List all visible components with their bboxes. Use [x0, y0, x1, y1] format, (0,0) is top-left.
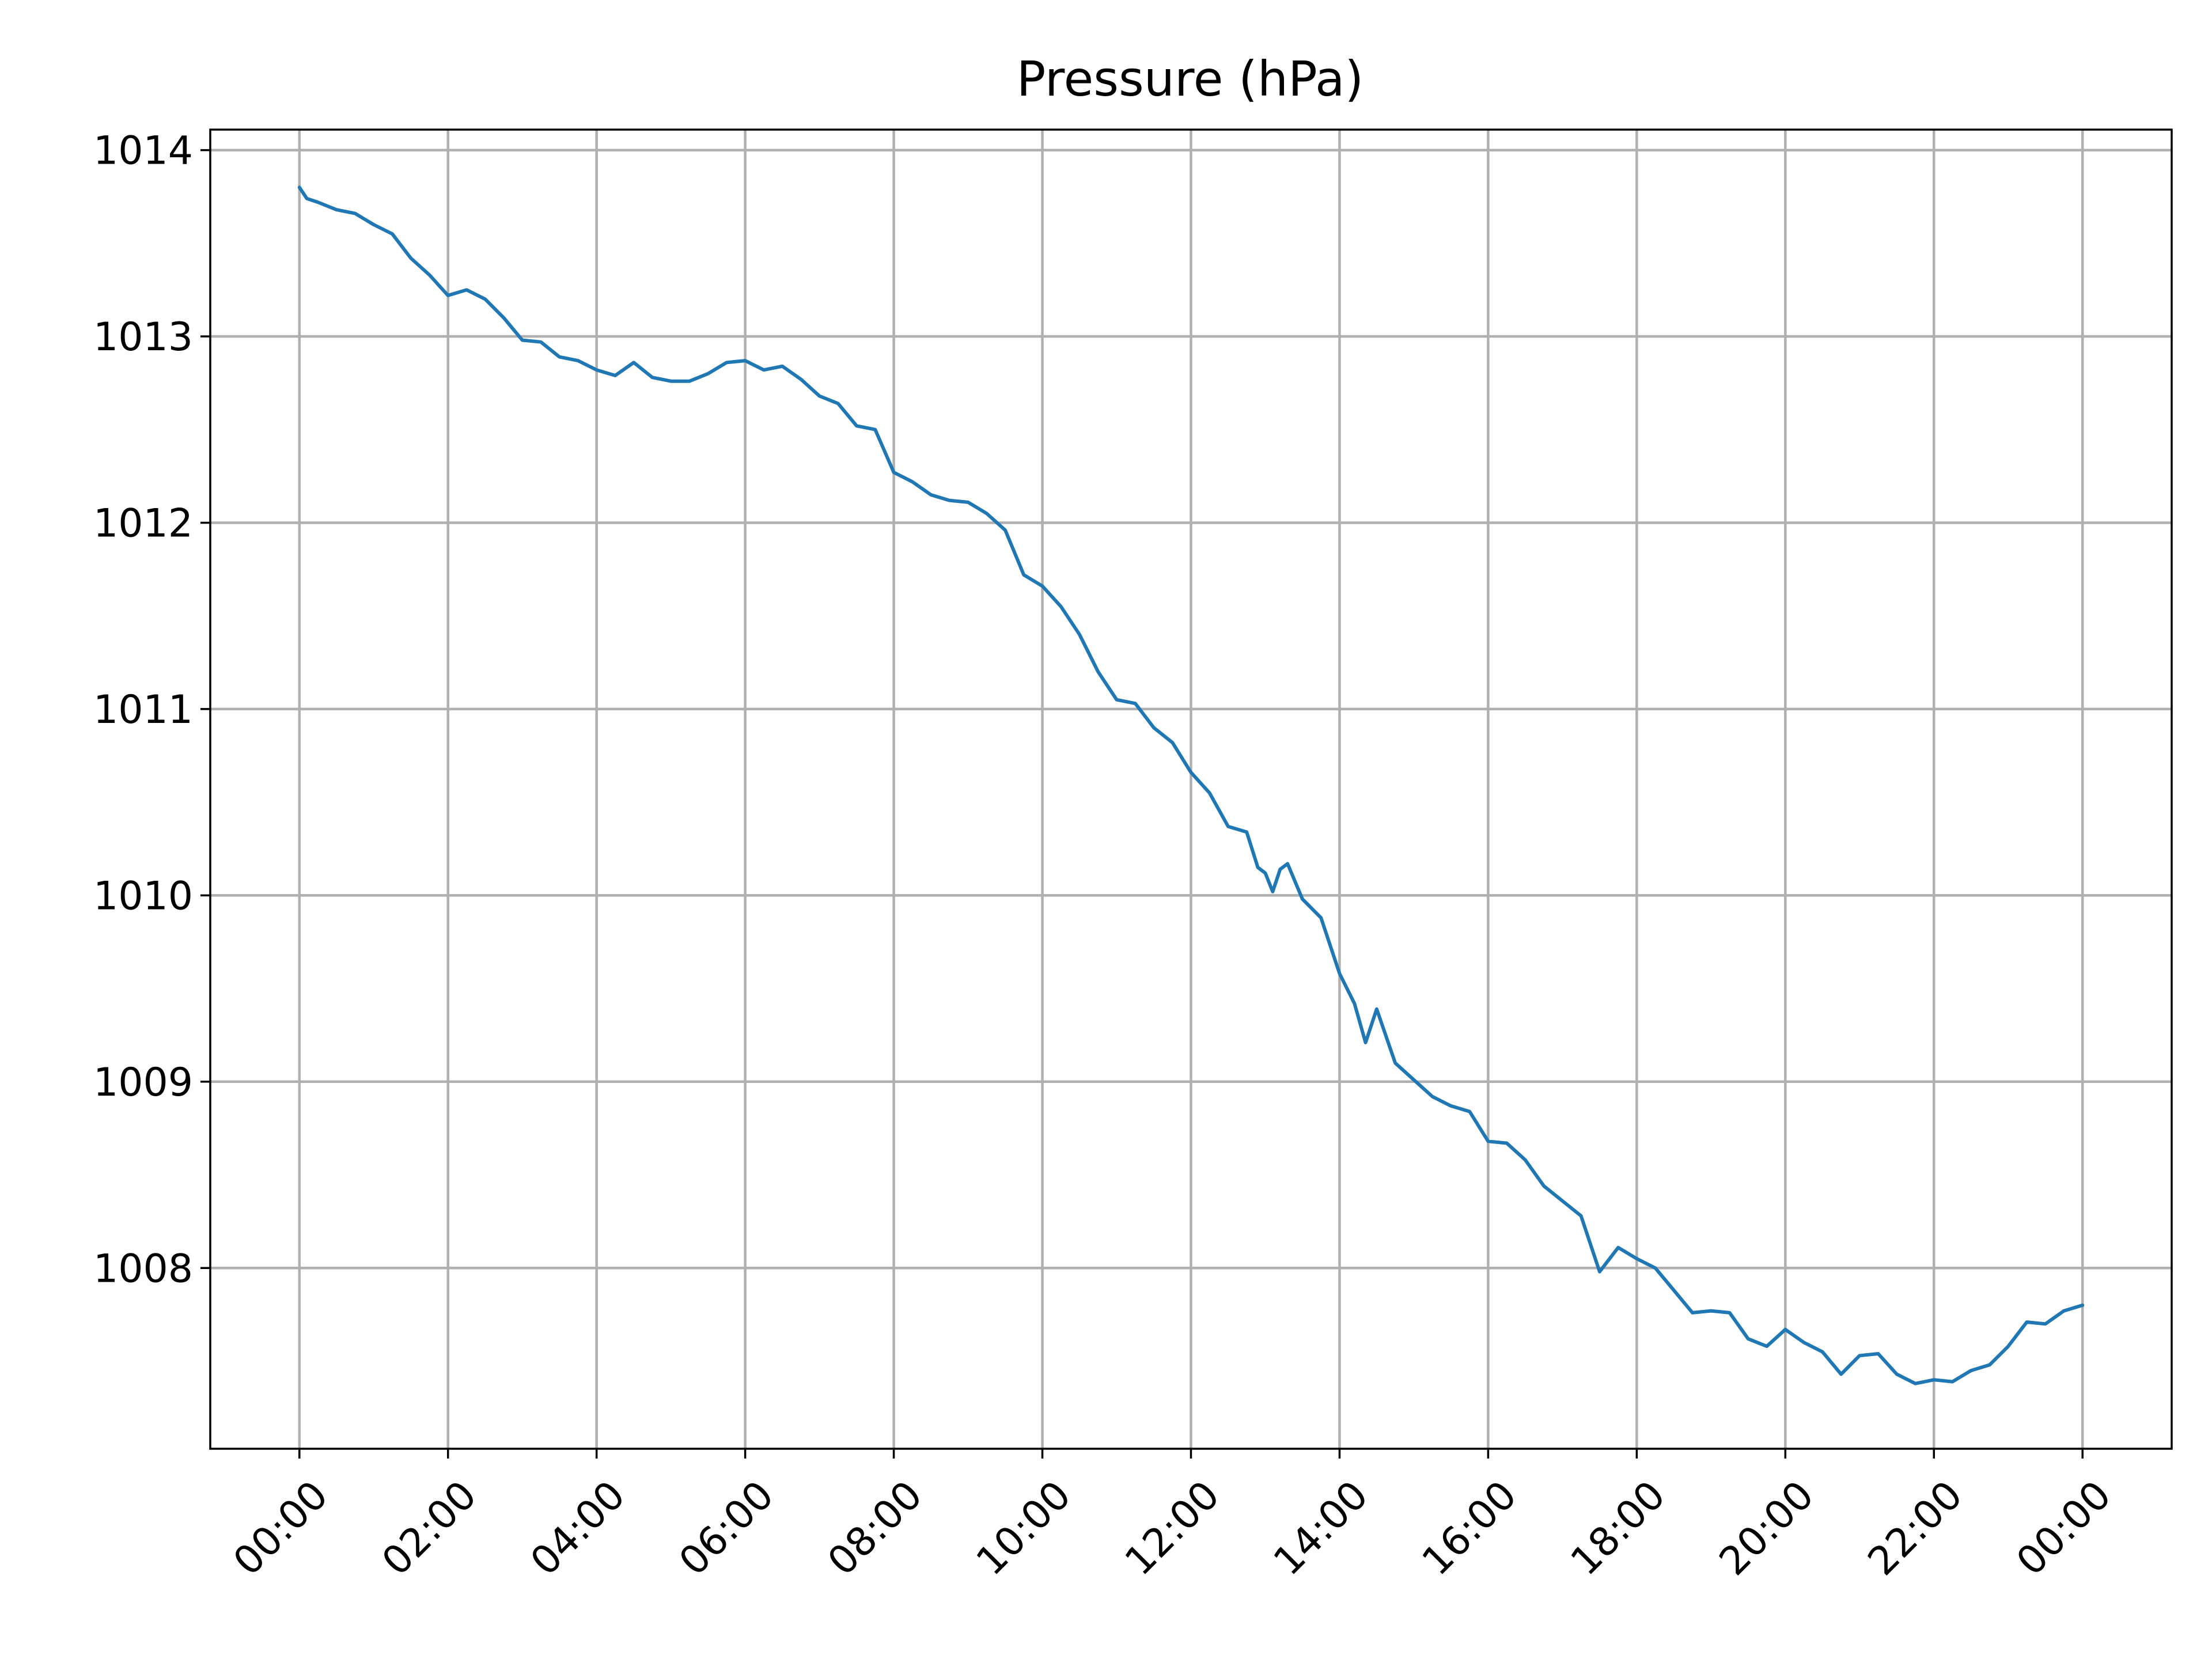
- y-tick-label: 1011: [93, 687, 193, 733]
- x-axis: 00:00 02:00 04:00 06:00 08:00 10:00 12:00 14:00…: [225, 1449, 2120, 1585]
- x-tick-label: 20:00: [1711, 1472, 1823, 1584]
- y-tick-label: 1010: [93, 873, 193, 919]
- x-tick-label: 08:00: [819, 1472, 931, 1584]
- y-tick-label: 1013: [93, 315, 193, 360]
- chart-title: Pressure (hPa): [1017, 51, 1364, 107]
- x-tick-label: 02:00: [373, 1472, 485, 1584]
- grid-lines: [210, 130, 2172, 1449]
- pressure-series-line: [297, 185, 2085, 1385]
- x-tick-label: 14:00: [1265, 1472, 1377, 1584]
- x-tick-label: 12:00: [1116, 1472, 1228, 1584]
- x-tick-label: 16:00: [1414, 1472, 1525, 1584]
- x-tick-label: 22:00: [1859, 1472, 1971, 1584]
- y-axis: 1008 1009 1010 1011 1012 1013 1014: [93, 128, 210, 1291]
- y-tick-label: 1009: [93, 1060, 193, 1105]
- y-tick-label: 1014: [93, 128, 193, 174]
- x-tick-label: 06:00: [671, 1472, 782, 1584]
- x-tick-label: 04:00: [522, 1472, 634, 1584]
- series-group: [297, 185, 2085, 1385]
- x-tick-label: 10:00: [968, 1472, 1080, 1584]
- x-tick-label: 18:00: [1562, 1472, 1674, 1584]
- y-tick-label: 1012: [93, 501, 193, 546]
- x-tick-label: 00:00: [2008, 1472, 2120, 1584]
- y-tick-label: 1008: [93, 1246, 193, 1291]
- x-tick-label: 00:00: [225, 1472, 336, 1584]
